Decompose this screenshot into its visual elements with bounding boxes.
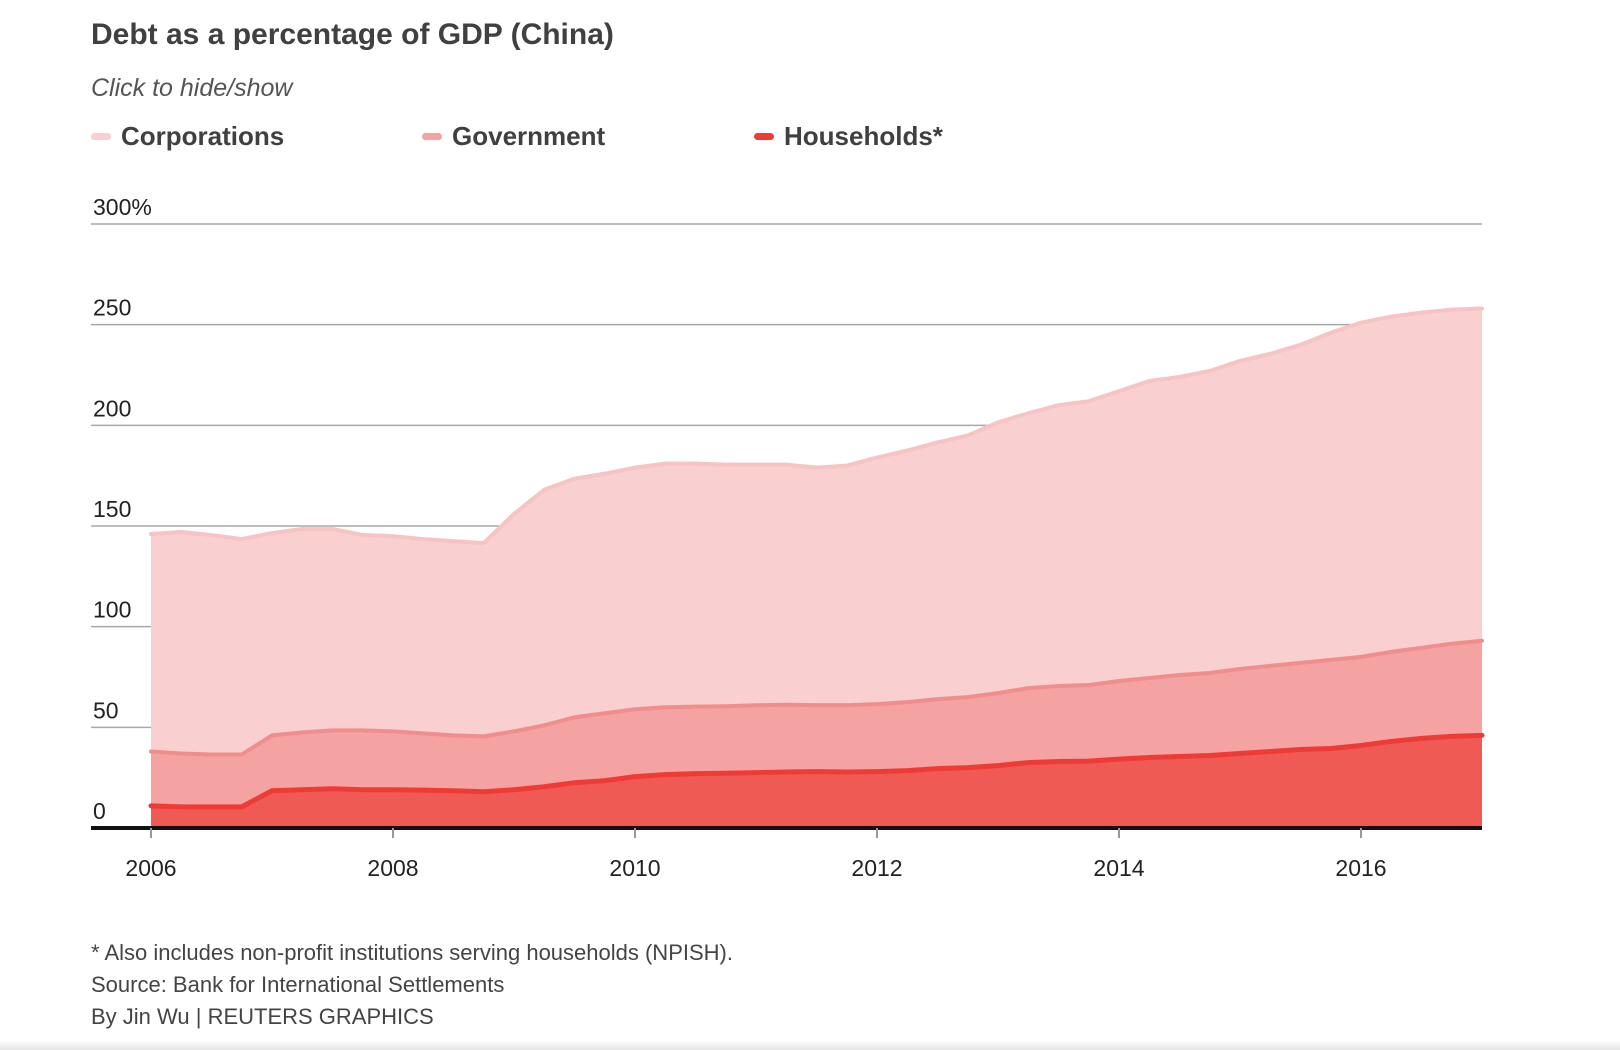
y-tick-label-100: 100 bbox=[93, 597, 131, 623]
y-tick-label-300: 300% bbox=[93, 194, 152, 220]
legend-swatch-government bbox=[422, 132, 442, 140]
legend-item-government[interactable]: Government bbox=[422, 116, 605, 156]
legend-swatch-corporations bbox=[91, 132, 111, 140]
bottom-divider bbox=[0, 1040, 1620, 1050]
x-tick-label-2014: 2014 bbox=[1093, 855, 1144, 881]
x-tick-label-2008: 2008 bbox=[367, 855, 418, 881]
chart-footer: * Also includes non-profit institutions … bbox=[91, 937, 733, 1033]
chart-subtitle: Click to hide/show bbox=[91, 74, 293, 102]
line-corporations bbox=[149, 306, 1484, 546]
credit-line: By Jin Wu | REUTERS GRAPHICS bbox=[91, 1004, 434, 1029]
y-tick-label-250: 250 bbox=[93, 295, 131, 321]
footnote: * Also includes non-profit institutions … bbox=[91, 940, 733, 965]
x-tick-label-2016: 2016 bbox=[1335, 855, 1386, 881]
line-government bbox=[149, 638, 1484, 757]
source-note: Source: Bank for International Settlemen… bbox=[91, 972, 505, 997]
y-tick-label-150: 150 bbox=[93, 496, 131, 522]
legend-item-households[interactable]: Households* bbox=[754, 116, 943, 156]
y-tick-label-0: 0 bbox=[93, 798, 106, 824]
legend-item-corporations[interactable]: Corporations bbox=[91, 116, 284, 156]
legend-label-households: Households* bbox=[784, 120, 943, 151]
y-tick-label-200: 200 bbox=[93, 395, 131, 421]
legend-swatch-households bbox=[754, 132, 774, 140]
area-chart: 0 50 100 150 200 250 300% 2006 2008 2010 2012 2014 2… bbox=[91, 194, 1485, 881]
x-tick-label-2012: 2012 bbox=[851, 855, 902, 881]
legend-label-government: Government bbox=[452, 120, 606, 151]
legend: Corporations Government Households* bbox=[91, 116, 1391, 156]
x-tick-label-2010: 2010 bbox=[609, 855, 660, 881]
chart-title: Debt as a percentage of GDP (China) bbox=[91, 18, 614, 51]
line-households bbox=[148, 732, 1485, 810]
legend-label-corporations: Corporations bbox=[121, 120, 285, 151]
y-tick-label-50: 50 bbox=[93, 697, 119, 723]
x-tick-label-2006: 2006 bbox=[125, 855, 176, 881]
